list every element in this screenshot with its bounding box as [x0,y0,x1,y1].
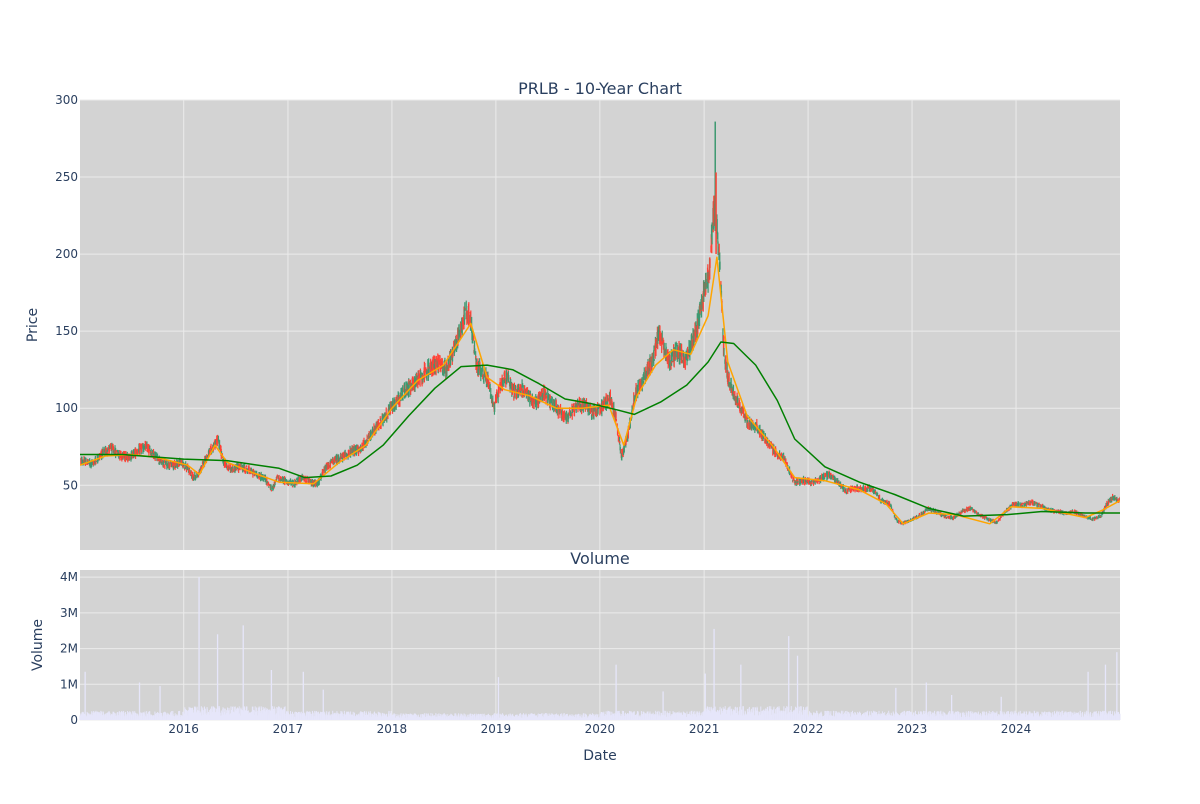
price-chart-title: PRLB - 10-Year Chart [518,79,682,98]
volume-chart-title: Volume [570,549,630,568]
price-y-axis-title: Price [25,308,41,342]
price-y-tick-label: 50 [63,478,78,492]
price-y-tick-labels: 50 100 150 200 250 300 [55,93,78,492]
price-y-tick-label: 300 [55,93,78,107]
price-y-tick-label: 100 [55,401,78,415]
price-y-tick-label: 200 [55,247,78,261]
price-y-tick-label: 150 [55,324,78,338]
price-y-tick-label: 250 [55,170,78,184]
